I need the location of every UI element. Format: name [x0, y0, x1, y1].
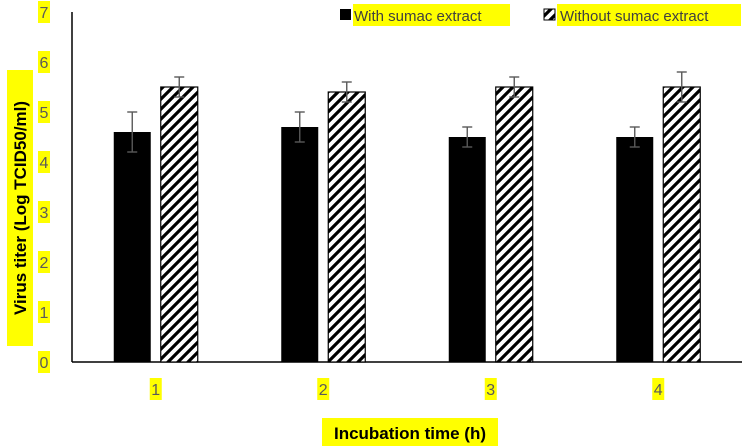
y-axis-title: Virus titer (Log TCID50/ml) — [11, 101, 30, 315]
y-tick-label: 5 — [40, 105, 49, 122]
y-axis-ticks: 0 1 2 3 4 5 6 7 — [38, 1, 50, 373]
bar-with-sumac — [281, 127, 319, 362]
bar-with-sumac — [113, 132, 151, 362]
y-tick-label: 6 — [40, 55, 49, 72]
bar-without-sumac — [160, 86, 199, 363]
y-tick-label: 4 — [40, 155, 49, 172]
x-tick-label: 3 — [486, 382, 495, 399]
legend-label-without-sumac: Without sumac extract — [560, 8, 709, 25]
legend-item-with-sumac: With sumac extract — [340, 4, 510, 26]
legend: With sumac extract Without sumac extract — [340, 4, 741, 26]
error-bars — [127, 71, 687, 153]
legend-label-highlight — [353, 4, 510, 26]
legend-swatch-without-sumac — [543, 8, 556, 21]
x-axis-ticks: 1 2 3 4 — [149, 378, 665, 400]
bar-without-sumac — [327, 91, 366, 363]
y-tick-label: 7 — [40, 5, 49, 22]
x-tick-highlight — [652, 378, 665, 400]
y-tick-highlight — [38, 101, 50, 123]
x-tick-highlight — [149, 378, 162, 400]
y-tick-highlight — [38, 251, 50, 273]
y-tick-highlight — [38, 51, 50, 73]
y-tick-highlight — [38, 351, 50, 373]
bar-with-sumac — [616, 137, 654, 362]
bars — [113, 86, 701, 363]
x-tick-highlight — [484, 378, 497, 400]
x-axis-title-highlight — [322, 418, 498, 446]
legend-label-highlight — [557, 4, 741, 26]
legend-swatch-with-sumac — [340, 9, 351, 20]
bar-without-sumac — [495, 86, 534, 363]
y-tick-label: 1 — [40, 305, 49, 322]
y-axis-title-highlight — [7, 70, 33, 346]
bar-without-sumac — [662, 86, 701, 363]
x-tick-label: 1 — [151, 382, 160, 399]
y-tick-highlight — [38, 151, 50, 173]
x-axis-title-group: Incubation time (h) — [322, 418, 498, 446]
x-tick-label: 2 — [319, 382, 328, 399]
y-axis-title-group: Virus titer (Log TCID50/ml) — [7, 70, 33, 346]
y-tick-highlight — [38, 1, 50, 23]
legend-label-with-sumac: With sumac extract — [354, 8, 482, 25]
x-axis-title: Incubation time (h) — [334, 424, 486, 443]
legend-item-without-sumac: Without sumac extract — [543, 4, 741, 26]
y-tick-label: 2 — [40, 255, 49, 272]
x-tick-label: 4 — [654, 382, 663, 399]
bar-with-sumac — [448, 137, 486, 362]
y-tick-highlight — [38, 301, 50, 323]
x-tick-highlight — [317, 378, 330, 400]
y-tick-label: 3 — [40, 205, 49, 222]
y-tick-highlight — [38, 201, 50, 223]
y-tick-label: 0 — [40, 355, 49, 372]
